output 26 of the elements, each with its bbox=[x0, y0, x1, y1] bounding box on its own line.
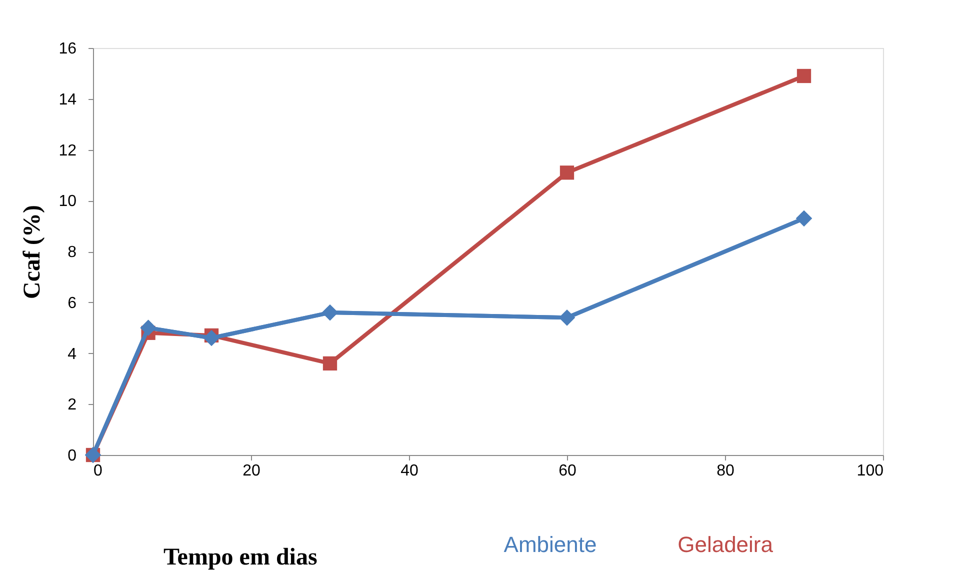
point bbox=[140, 320, 156, 336]
text: Geladeira bbox=[678, 532, 774, 557]
y-tick-label: 6 bbox=[68, 294, 77, 312]
x-axis-title: Tempo em dias bbox=[164, 544, 318, 570]
point bbox=[322, 356, 338, 370]
x-tick-label: 40 bbox=[400, 462, 418, 480]
x-tick-label: 100 bbox=[856, 462, 884, 480]
text: Ambiente bbox=[504, 532, 597, 557]
point bbox=[558, 310, 576, 326]
point bbox=[796, 68, 812, 84]
x-tick-label: 60 bbox=[558, 462, 576, 480]
y-axis-title: Ccaf (%) bbox=[20, 205, 46, 299]
x-tick-label: 0 bbox=[94, 462, 102, 480]
point bbox=[796, 210, 812, 226]
point bbox=[560, 166, 574, 180]
y-tick-label: 12 bbox=[58, 142, 77, 160]
y-tick-label: 14 bbox=[58, 91, 77, 108]
y-tick-label: 2 bbox=[68, 396, 77, 414]
x-tick-label: 80 bbox=[716, 462, 734, 480]
x-tick-label: 20 bbox=[242, 462, 260, 480]
y-tick-label: 10 bbox=[58, 193, 77, 210]
y-tick-label: 8 bbox=[68, 244, 77, 261]
y-tick-label: 16 bbox=[58, 40, 77, 58]
y-tick-label: 0 bbox=[68, 448, 77, 464]
point bbox=[203, 330, 220, 346]
y-tick-label: 4 bbox=[68, 346, 77, 363]
